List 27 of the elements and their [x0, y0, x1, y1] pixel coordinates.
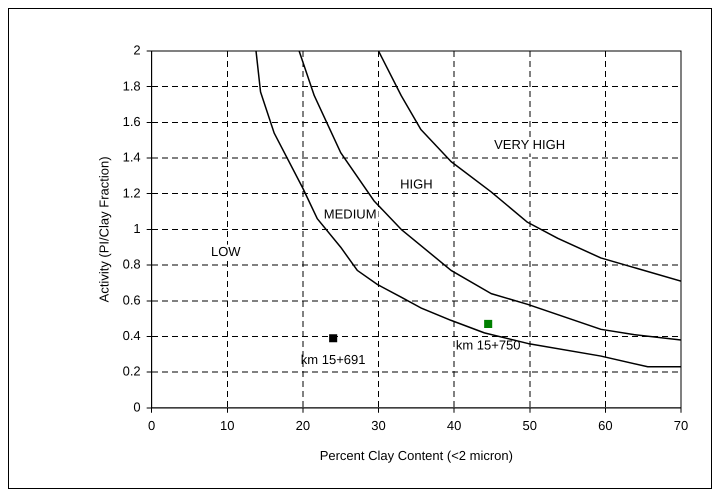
y-tick-label: 1.4: [122, 150, 141, 165]
x-tick-label: 70: [674, 418, 688, 434]
x-axis-title: Percent Clay Content (<2 micron): [320, 448, 513, 463]
annotation: LOW: [210, 244, 242, 260]
x-tick-label: 10: [220, 418, 235, 434]
series-label: km 15+691: [300, 352, 366, 367]
x-tick-label: 20: [296, 418, 310, 434]
y-axis-title: Activity (PI/Clay Fraction): [96, 156, 112, 302]
x-tick-label: 60: [598, 418, 613, 434]
annotation: VERY HIGH: [494, 137, 566, 152]
y-tick-label: 1.2: [122, 185, 141, 200]
y-tick-label: 0.6: [122, 292, 141, 308]
y-tick-label: 2: [133, 42, 141, 58]
x-tick-label: 40: [446, 418, 462, 434]
annotation: MEDIUM: [324, 206, 377, 222]
y-tick-label: 0.8: [122, 256, 141, 272]
annotation: HIGH: [400, 176, 433, 192]
series-label: km 15+750: [456, 338, 521, 353]
y-tick-label: 1.8: [122, 78, 141, 94]
x-tick-label: 0: [148, 418, 156, 434]
x-tick-label: 50: [522, 418, 537, 434]
y-tick-label: 1.6: [122, 114, 141, 129]
y-tick-label: 0: [133, 399, 141, 414]
x-tick-label: 30: [371, 418, 386, 434]
y-tick-label: 0.2: [122, 364, 141, 379]
y-tick-label: 1: [133, 220, 141, 236]
y-tick-label: 0.4: [122, 328, 141, 344]
